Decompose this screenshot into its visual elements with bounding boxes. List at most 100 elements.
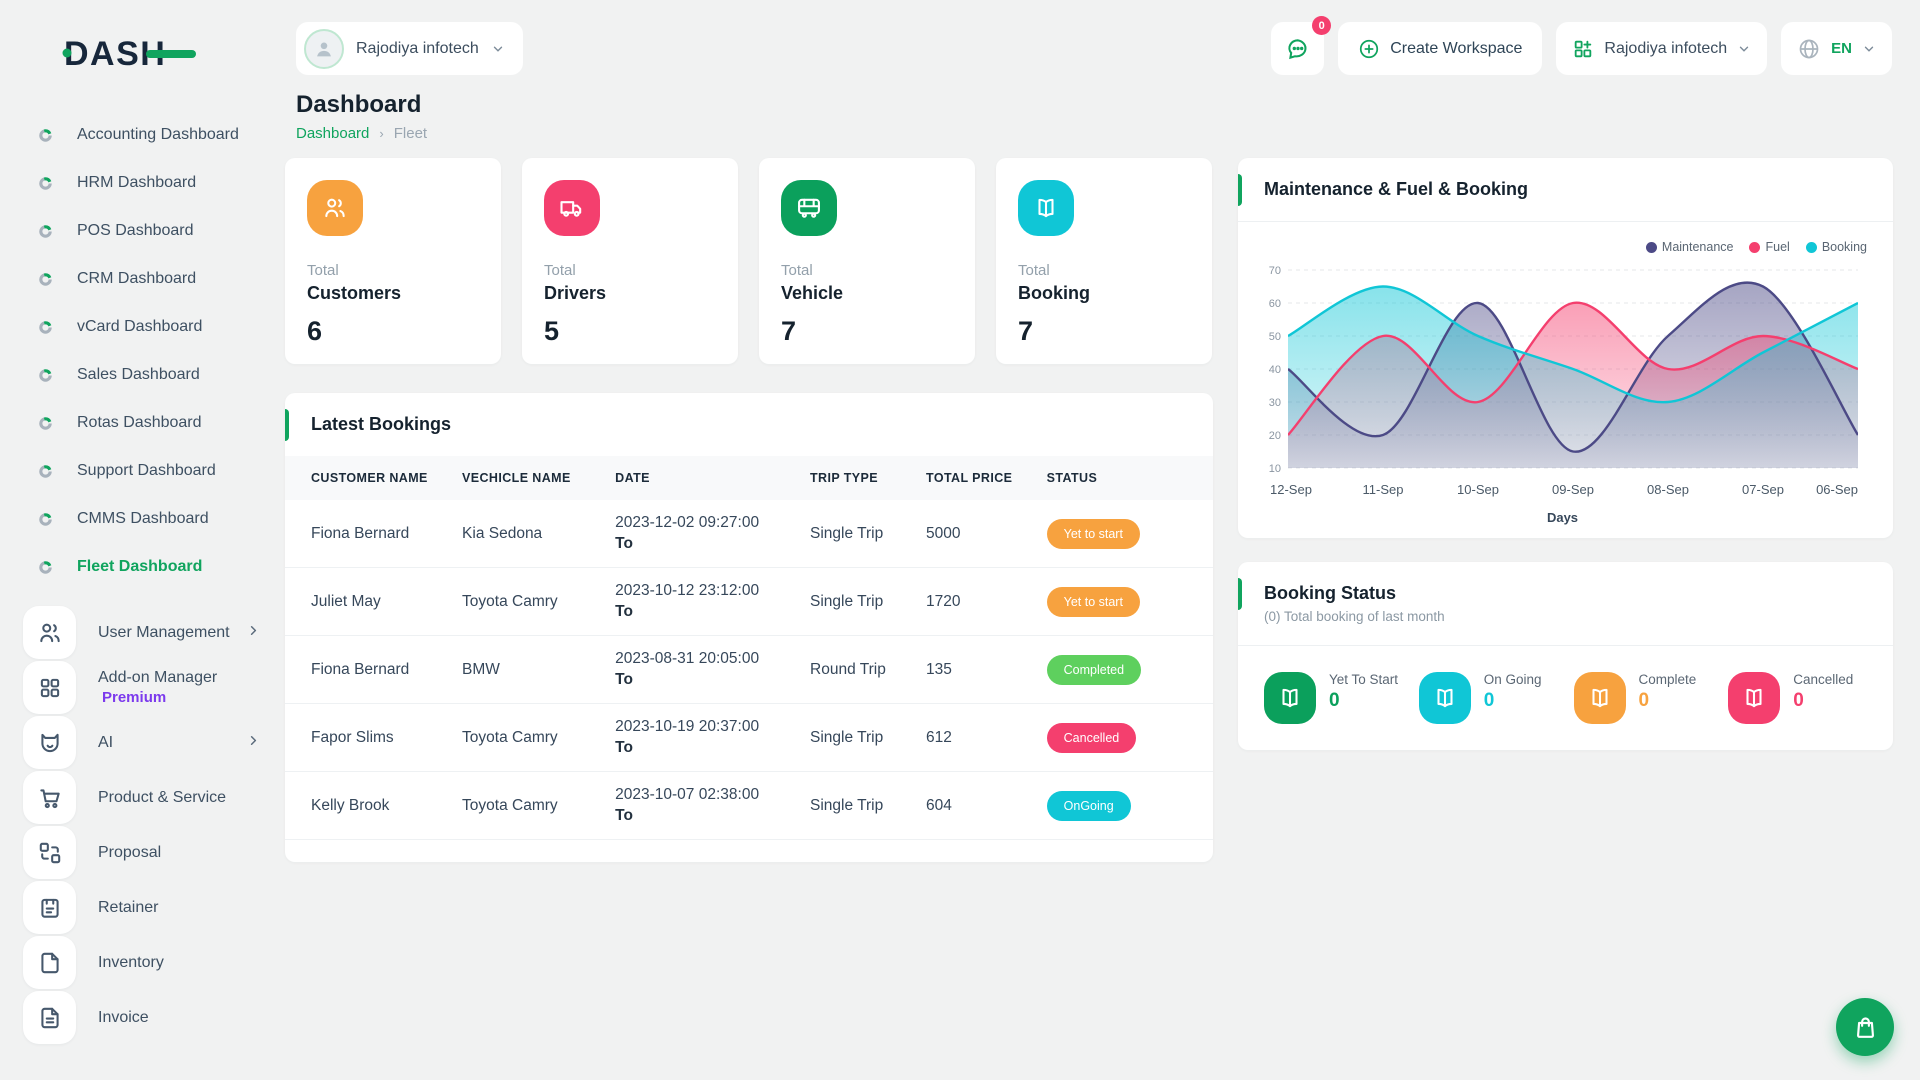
booking-row[interactable]: Juliet May Toyota Camry 2023-10-12 23:12… — [285, 567, 1213, 636]
booking-row[interactable]: Fapor Slims Toyota Camry 2023-10-19 20:3… — [285, 703, 1213, 772]
sidebar-item-product-service[interactable]: Product & Service — [0, 770, 285, 825]
language-code: EN — [1831, 40, 1852, 57]
status-label: Yet To Start — [1329, 672, 1399, 687]
bookings-table: Customer Name Vechicle Name Date Trip Type T… — [285, 456, 1213, 840]
legend-item-booking[interactable]: Booking — [1805, 240, 1867, 254]
sidebar-item-label: POS Dashboard — [77, 222, 194, 239]
sidebar-item-retainer[interactable]: Retainer — [0, 880, 285, 935]
svg-text:10-Sep: 10-Sep — [1457, 482, 1499, 497]
stat-prefix: Total — [307, 262, 339, 279]
sidebar-item-user-management[interactable]: User Management — [0, 605, 285, 660]
chevron-right-icon — [250, 735, 257, 745]
breadcrumb-current: Fleet — [393, 125, 428, 142]
workspace-selector[interactable]: Rajodiya infotech — [296, 22, 523, 75]
sidebar-item-proposal[interactable]: Proposal — [0, 825, 285, 880]
sidebar-item-label: CMMS Dashboard — [77, 510, 209, 527]
module-label: AI — [98, 733, 114, 751]
brand-logo[interactable]: DASH — [60, 32, 285, 81]
cell-date: 2023-10-07 02:38:00 To — [605, 771, 801, 840]
sidebar-item-invoice[interactable]: Invoice — [0, 990, 285, 1045]
plus-circle-icon — [1360, 39, 1379, 58]
main-area: Rajodiya infotech 0 Create Workspace Raj… — [285, 0, 1920, 1080]
book-icon — [1746, 688, 1762, 708]
donut-icon — [39, 176, 52, 190]
sidebar-item-ai[interactable]: AI — [0, 715, 285, 770]
chat-icon — [1288, 38, 1307, 59]
column-header-trip-type: Trip Type — [800, 456, 917, 500]
legend-item-fuel[interactable]: Fuel — [1749, 240, 1790, 254]
sidebar-item-label: Support Dashboard — [77, 462, 216, 479]
account-selector[interactable]: Rajodiya infotech — [1556, 22, 1768, 75]
sidebar-item-rotas-dashboard[interactable]: Rotas Dashboard — [0, 399, 285, 447]
status-label: On Going — [1483, 672, 1542, 687]
bookings-table-header-row: Customer Name Vechicle Name Date Trip Type T… — [285, 456, 1213, 500]
column-header-vechicle-name: Vechicle Name — [452, 456, 606, 500]
svg-text:20: 20 — [1269, 430, 1281, 442]
donut-icon — [39, 560, 52, 574]
svg-text:50: 50 — [1269, 331, 1281, 343]
cell-date: 2023-10-12 23:12:00 To — [605, 567, 801, 636]
cell-status: Completed — [1036, 635, 1213, 704]
bookings-card-header: Latest Bookings — [285, 393, 1213, 456]
module-icon-card — [23, 716, 76, 769]
status-label: Cancelled — [1793, 672, 1854, 687]
booking-row[interactable]: Kelly Brook Toyota Camry 2023-10-07 02:3… — [285, 771, 1213, 840]
sidebar-item-pos-dashboard[interactable]: POS Dashboard — [0, 207, 285, 255]
sidebar-item-sales-dashboard[interactable]: Sales Dashboard — [0, 351, 285, 399]
sidebar-item-add-on-manager[interactable]: Add-on Manager Premium — [0, 660, 285, 715]
sidebar-item-accounting-dashboard[interactable]: Accounting Dashboard — [0, 111, 285, 159]
booking-row[interactable]: Fiona Bernard Kia Sedona 2023-12-02 09:2… — [285, 500, 1213, 568]
bus-icon — [781, 180, 837, 236]
sidebar-item-crm-dashboard[interactable]: CRM Dashboard — [0, 255, 285, 303]
booking-status-item-on-going: On Going 0 — [1418, 672, 1574, 724]
sidebar-item-hrm-dashboard[interactable]: HRM Dashboard — [0, 159, 285, 207]
language-selector[interactable]: EN — [1781, 22, 1892, 75]
sidebar-item-cmms-dashboard[interactable]: CMMS Dashboard — [0, 495, 285, 543]
sidebar-item-fleet-dashboard[interactable]: Fleet Dashboard — [0, 543, 285, 591]
cell-status: Cancelled — [1036, 703, 1213, 772]
users-icon — [39, 623, 60, 642]
cell-customer: Fiona Bernard — [285, 500, 453, 568]
accent-bar — [1238, 174, 1242, 206]
cell-customer: Fapor Slims — [285, 703, 453, 772]
booking-row[interactable]: Fiona Bernard BMW 2023-08-31 20:05:00 To … — [285, 635, 1213, 704]
donut-icon — [39, 224, 52, 238]
retainer-icon — [40, 898, 59, 918]
stat-value: 5 — [544, 316, 560, 346]
status-value: 0 — [1638, 690, 1650, 711]
cell-trip-type: Single Trip — [800, 703, 917, 772]
sidebar-item-support-dashboard[interactable]: Support Dashboard — [0, 447, 285, 495]
shop-fab-button[interactable] — [1836, 998, 1894, 1056]
sidebar-item-label: Sales Dashboard — [77, 366, 200, 383]
cell-vehicle: BMW — [452, 635, 606, 704]
cell-trip-type: Single Trip — [800, 771, 917, 840]
messages-button[interactable]: 0 — [1271, 16, 1332, 75]
stat-card-booking: Total Booking 7 — [996, 158, 1212, 364]
chart-card-header: Maintenance & Fuel & Booking — [1238, 158, 1893, 222]
logo-dash-bar — [146, 50, 196, 58]
svg-text:11-Sep: 11-Sep — [1363, 482, 1404, 497]
svg-text:06-Sep: 06-Sep — [1816, 482, 1858, 497]
right-column: Maintenance & Fuel & Booking Maintenance… — [1238, 158, 1893, 862]
inventory-icon — [40, 952, 59, 973]
book-icon — [1018, 180, 1074, 236]
cell-customer: Kelly Brook — [285, 771, 453, 840]
breadcrumb-home-link[interactable]: Dashboard — [296, 125, 370, 142]
messages-badge: 0 — [1312, 16, 1332, 35]
module-icon-card — [23, 826, 76, 879]
create-workspace-button[interactable]: Create Workspace — [1338, 22, 1543, 75]
cell-status: OnGoing — [1036, 771, 1213, 840]
sidebar-item-vcard-dashboard[interactable]: vCard Dashboard — [0, 303, 285, 351]
status-value: 0 — [1483, 690, 1495, 711]
invoice-icon — [40, 1007, 59, 1028]
sidebar-item-inventory[interactable]: Inventory — [0, 935, 285, 990]
legend-item-maintenance[interactable]: Maintenance — [1645, 240, 1733, 254]
column-header-status: Status — [1036, 456, 1213, 500]
module-icon-card — [23, 661, 76, 714]
booking-status-item-yet-to-start: Yet To Start 0 — [1264, 672, 1419, 724]
column-header-total-price: Total Price — [916, 456, 1037, 500]
sidebar-item-label: Accounting Dashboard — [77, 126, 239, 143]
bookings-title: Latest Bookings — [311, 414, 452, 434]
cell-status: Yet to start — [1036, 500, 1213, 568]
cell-trip-type: Round Trip — [800, 635, 917, 704]
